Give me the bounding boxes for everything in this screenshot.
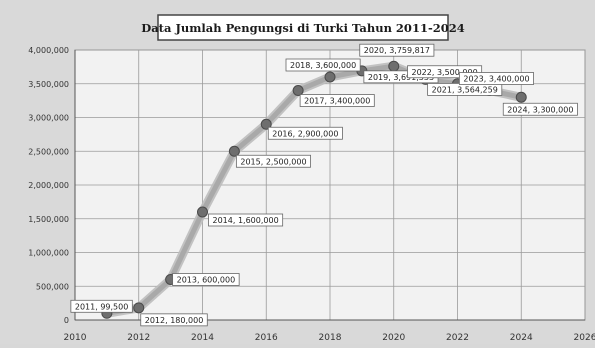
data-label: 2023, 3,400,000 xyxy=(458,72,534,85)
x-tick-label: 2016 xyxy=(255,333,278,343)
data-label: 2015, 2,500,000 xyxy=(235,154,311,168)
data-label: 2018, 3,600,000 xyxy=(285,58,361,72)
data-point xyxy=(133,302,145,314)
data-label: 2012, 180,000 xyxy=(140,313,208,327)
data-label: 2016, 2,900,000 xyxy=(267,126,343,140)
data-label-box xyxy=(299,94,375,107)
chart-title-box: Data Jumlah Pengungsi di Turki Tahun 201… xyxy=(141,14,465,41)
data-label-box xyxy=(70,299,133,313)
data-label-text: 2013, 600,000 xyxy=(177,276,236,285)
x-tick-label: 2010 xyxy=(64,333,87,343)
x-tick-label: 2020 xyxy=(382,333,405,343)
y-tick-label: 3,500,000 xyxy=(28,80,69,89)
data-label-box xyxy=(458,72,534,85)
grid-lines xyxy=(74,49,586,321)
data-label: 2020, 3,759,817 xyxy=(359,43,435,57)
data-label: 2013, 600,000 xyxy=(172,273,240,286)
data-label-text: 2015, 2,500,000 xyxy=(240,157,306,166)
data-label-box xyxy=(285,58,361,72)
y-tick-label: 3,000,000 xyxy=(28,114,69,123)
data-label-box xyxy=(172,273,240,286)
data-point xyxy=(292,85,304,96)
data-label-text: 2014, 1,600,000 xyxy=(213,216,279,225)
data-label-text: 2011, 99,500 xyxy=(75,302,128,311)
data-point xyxy=(324,71,336,83)
data-label-text: 2017, 3,400,000 xyxy=(304,97,370,106)
data-label-box xyxy=(208,213,284,227)
y-tick-label: 1,000,000 xyxy=(28,249,69,258)
y-tick-label: 4,000,000 xyxy=(28,46,69,55)
data-label-text: 2019, 3,691,333 xyxy=(368,73,434,82)
chart-title-background xyxy=(157,14,449,41)
y-tick-label: 2,500,000 xyxy=(28,147,69,156)
data-label: 2021, 3,564,259 xyxy=(427,83,503,96)
data-label: 2024, 3,300,000 xyxy=(502,102,578,116)
data-point xyxy=(515,91,527,103)
y-tick-label: 1,500,000 xyxy=(28,215,69,224)
y-tick-label: 500,000 xyxy=(36,282,69,291)
chart-title: Data Jumlah Pengungsi di Turki Tahun 201… xyxy=(141,21,464,35)
data-label-text: 2024, 3,300,000 xyxy=(507,105,573,114)
x-tick-label: 2012 xyxy=(127,333,150,343)
data-label-text: 2023, 3,400,000 xyxy=(463,75,529,84)
data-label-text: 2012, 180,000 xyxy=(145,316,204,325)
data-label-box xyxy=(140,313,208,327)
data-label-box xyxy=(267,126,343,140)
x-tick-label: 2018 xyxy=(319,333,342,343)
data-point xyxy=(228,145,240,157)
data-point xyxy=(388,60,400,72)
data-point xyxy=(197,206,208,218)
data-label-box xyxy=(502,102,578,116)
y-tick-label: 2,000,000 xyxy=(28,181,69,190)
y-tick-label: 0 xyxy=(64,316,69,325)
data-label-box xyxy=(235,154,311,168)
data-point xyxy=(260,118,272,130)
data-labels: 2011, 99,500 2012, 180,000 2013, 600,000 20… xyxy=(70,43,578,327)
data-label-text: 2016, 2,900,000 xyxy=(272,129,338,138)
data-label-box xyxy=(359,43,435,57)
data-label-text: 2021, 3,564,259 xyxy=(432,85,498,94)
data-label: 2014, 1,600,000 xyxy=(208,213,284,227)
x-tick-label: 2014 xyxy=(191,333,214,343)
data-label: 2011, 99,500 xyxy=(70,299,133,313)
x-tick-label: 2026 xyxy=(574,333,595,343)
data-label-text: 2018, 3,600,000 xyxy=(290,61,356,70)
data-label-text: 2020, 3,759,817 xyxy=(364,46,430,55)
data-label-text: 2022, 3,500,000 xyxy=(412,68,478,77)
x-tick-label: 2022 xyxy=(446,333,469,343)
x-tick-label: 2024 xyxy=(510,333,533,343)
axes: 0 500,000 1,000,000 1,500,000 2,000,000 2,500… xyxy=(28,46,595,343)
data-label: 2017, 3,400,000 xyxy=(299,94,375,107)
